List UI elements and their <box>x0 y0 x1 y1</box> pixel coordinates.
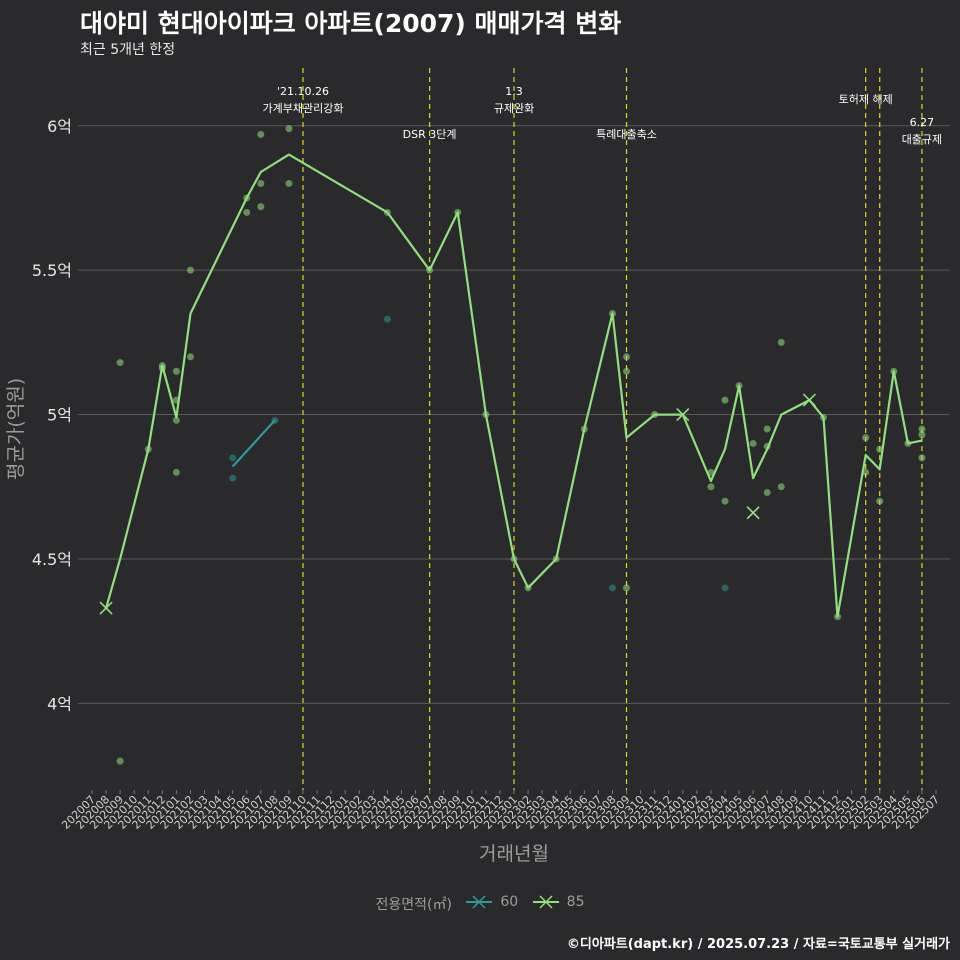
scatter-point <box>876 497 884 505</box>
scatter-point <box>763 489 771 497</box>
scatter-point <box>285 180 293 188</box>
scatter-point <box>721 497 729 505</box>
event-annotation: 가계부채관리강화 <box>263 102 344 115</box>
x-axis-title: 거래년월 <box>479 843 549 865</box>
scatter-point <box>623 353 631 361</box>
scatter-point <box>257 130 265 138</box>
y-axis-title: 평균가(억원) <box>5 378 27 480</box>
event-annotation: 규제완화 <box>494 102 534 115</box>
scatter-point <box>777 483 785 491</box>
scatter-point <box>229 454 237 462</box>
scatter-point <box>707 468 715 476</box>
single-trade-marker <box>802 393 816 407</box>
scatter-point <box>285 125 293 133</box>
single-trade-marker <box>676 407 690 422</box>
legend-item-60: 60 <box>464 894 518 910</box>
event-annotation: '21.10.26 <box>277 85 329 98</box>
event-annotation: 1.3 <box>505 85 523 98</box>
scatter-point <box>172 416 180 424</box>
scatter-point <box>707 483 715 491</box>
scatter-point <box>186 266 194 274</box>
scatter-point <box>257 203 265 211</box>
legend: 전용면적(㎡) 60 85 <box>0 894 960 914</box>
y-tick-label: 6억 <box>47 117 72 136</box>
scatter-point <box>749 439 757 447</box>
scatter-point <box>918 425 926 433</box>
scatter-point <box>257 180 265 188</box>
scatter-point <box>721 584 729 592</box>
legend-item-85: 85 <box>531 894 585 910</box>
series-line-60 <box>231 419 276 468</box>
scatter-point <box>229 474 237 482</box>
scatter-point <box>116 359 124 367</box>
chart-subtitle: 최근 5개년 한정 <box>80 42 176 58</box>
event-annotation: 6.27 <box>910 116 935 129</box>
scatter-point <box>721 396 729 404</box>
scatter-point <box>172 367 180 375</box>
scatter-point <box>918 454 926 462</box>
scatter-point <box>918 431 926 439</box>
legend-label-85: 85 <box>566 894 585 910</box>
scatter-point <box>623 584 631 592</box>
scatter-point <box>243 208 251 216</box>
source-caption: ©디아파트(dapt.kr) / 2025.07.23 / 자료=국토교통부 실… <box>566 937 950 952</box>
event-annotation: 대출규제 <box>902 133 942 146</box>
scatter-point <box>862 434 870 442</box>
scatter-point <box>763 425 771 433</box>
legend-key-85 <box>532 895 559 909</box>
scatter-point <box>116 757 124 765</box>
y-tick-label: 4.5억 <box>32 550 72 569</box>
scatter-point <box>608 584 616 592</box>
event-annotation: 토허제 해제 <box>839 92 893 106</box>
y-tick-label: 5.5억 <box>32 261 72 280</box>
legend-title: 전용면적(㎡) <box>375 897 452 913</box>
scatter-point <box>383 315 391 323</box>
event-annotation: 특례대출축소 <box>596 128 657 141</box>
legend-key-60 <box>466 895 493 909</box>
scatter-point <box>777 338 785 346</box>
chart-title: 대야미 현대아이파크 아파트(2007) 매매가격 변화 <box>80 9 622 38</box>
y-tick-label: 4억 <box>47 694 72 713</box>
single-trade-marker <box>99 601 113 615</box>
scatter-point <box>172 468 180 476</box>
y-tick-label: 5억 <box>47 406 72 425</box>
single-trade-marker <box>746 506 760 520</box>
scatter-point <box>623 367 631 375</box>
scatter-point <box>186 353 194 361</box>
event-annotation: DSR 3단계 <box>403 128 457 141</box>
legend-label-60: 60 <box>500 894 519 910</box>
series-line-85 <box>105 153 923 618</box>
